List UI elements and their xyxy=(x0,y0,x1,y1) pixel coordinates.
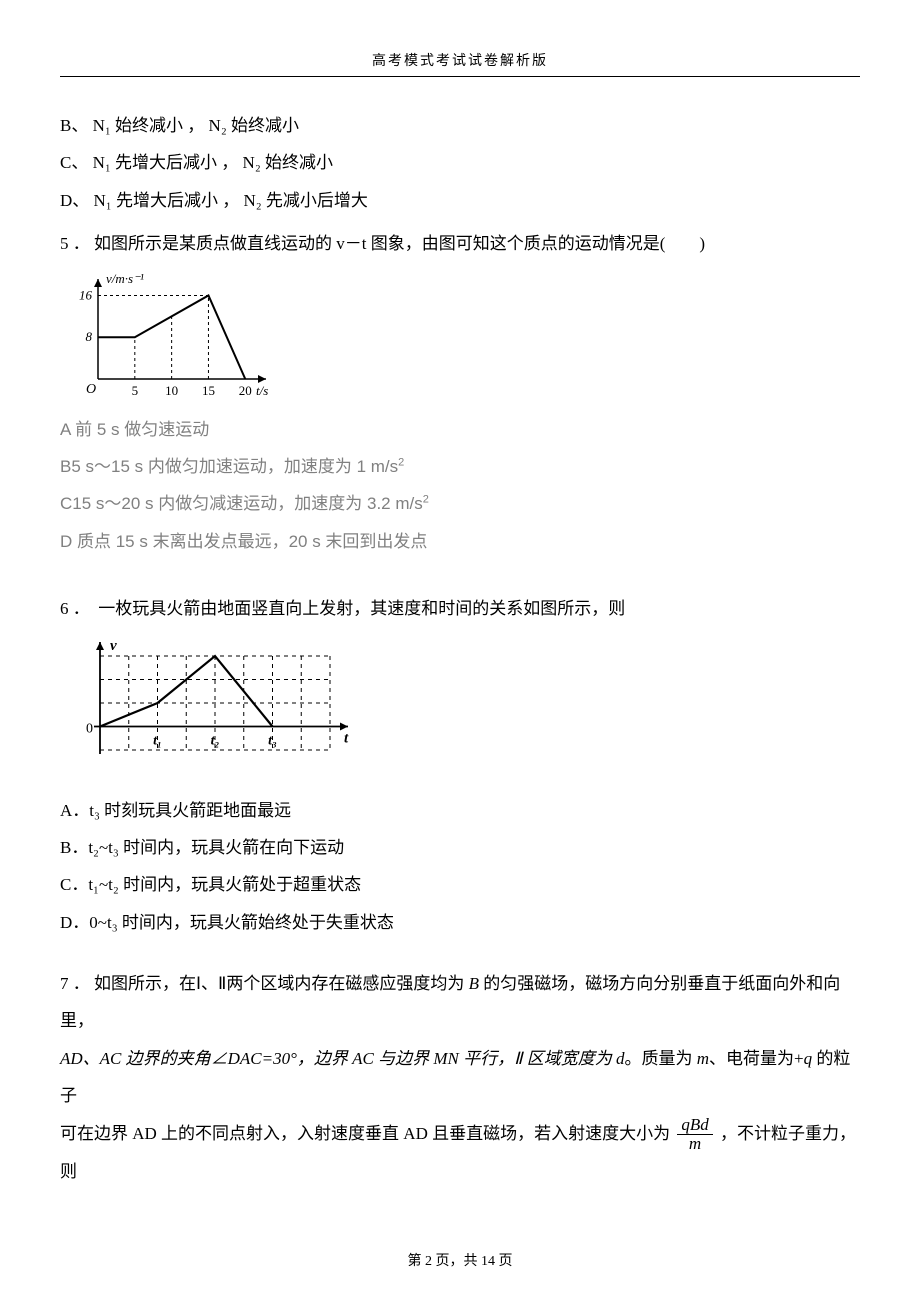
svg-text:t/s: t/s xyxy=(256,383,268,398)
q5-option-c-sup: 2 xyxy=(423,494,429,506)
svg-text:10: 10 xyxy=(165,383,178,398)
svg-text:v/m·s⁻¹: v/m·s⁻¹ xyxy=(106,271,144,286)
svg-text:O: O xyxy=(86,382,96,397)
q7-m: m xyxy=(697,1049,709,1068)
q7-p5: 、电荷量为+ xyxy=(709,1049,804,1068)
q7-B: B xyxy=(469,974,479,993)
svg-text:t₃: t₃ xyxy=(268,733,277,748)
q5-option-a: A 前 5 s 做匀速运动 xyxy=(60,411,860,448)
q7-line3: 可在边界 AD 上的不同点射入，入射速度垂直 AD 且垂直磁场，若入射速度大小为… xyxy=(60,1115,860,1191)
q5-option-b-text: B5 s～15 s 内做匀加速运动，加速度为 1 m/s xyxy=(60,457,398,476)
svg-text:8: 8 xyxy=(86,329,93,344)
svg-text:16: 16 xyxy=(79,287,93,302)
prev-option-b: B、 N₁ 始终减小 ， N₂ 始终减小 xyxy=(60,107,860,144)
q7-line2: AD、AC 边界的夹角∠DAC=30°，边界 AC 与边界 MN 平行，Ⅱ 区域… xyxy=(60,1040,860,1115)
q7-p3: AD、AC 边界的夹角∠DAC=30°，边界 AC 与边界 MN 平行，Ⅱ 区域… xyxy=(60,1049,616,1068)
q6-stem: 6 ． 一枚玩具火箭由地面竖直向上发射，其速度和时间的关系如图所示，则 xyxy=(60,590,860,627)
q7-p7: 可在边界 AD 上的不同点射入，入射速度垂直 AD 且垂直磁场，若入射速度大小为 xyxy=(60,1124,674,1143)
q7-frac-den: m xyxy=(677,1135,712,1153)
header-rule xyxy=(60,76,860,77)
prev-option-c: C、 N₁ 先增大后减小 ， N₂ 始终减小 xyxy=(60,144,860,181)
page-footer: 第 2 页，共 14 页 xyxy=(60,1250,860,1270)
prev-option-d: D、 N₁ 先增大后减小 ， N₂ 先减小后增大 xyxy=(60,182,860,219)
q7-fraction: qBd m xyxy=(677,1116,712,1153)
q5-option-d: D 质点 15 s 末离出发点最远，20 s 末回到出发点 xyxy=(60,523,860,560)
svg-text:t: t xyxy=(344,730,349,746)
page-header-title: 高考模式考试试卷解析版 xyxy=(60,50,860,70)
q7-q: q xyxy=(804,1049,813,1068)
svg-text:15: 15 xyxy=(202,383,215,398)
q6-option-b: B．t₂~t₃ 时间内，玩具火箭在向下运动 xyxy=(60,829,860,866)
q5-option-c-text: C15 s～20 s 内做匀减速运动，加速度为 3.2 m/s xyxy=(60,494,423,513)
q7-p1: 7 ． 如图所示，在Ⅰ、Ⅱ两个区域内存在磁感应强度均为 xyxy=(60,974,469,993)
q6-chart: v t 0 t₁ t₂ t₃ xyxy=(60,640,860,780)
q7-line1: 7 ． 如图所示，在Ⅰ、Ⅱ两个区域内存在磁感应强度均为 B 的匀强磁场，磁场方向… xyxy=(60,965,860,1040)
q5-stem: 5 ． 如图所示是某质点做直线运动的 v－t 图象，由图可知这个质点的运动情况是… xyxy=(60,225,860,262)
svg-text:20: 20 xyxy=(239,383,252,398)
q6-option-d: D．0~t₃ 时间内，玩具火箭始终处于失重状态 xyxy=(60,904,860,941)
q6-option-c: C．t₁~t₂ 时间内，玩具火箭处于超重状态 xyxy=(60,866,860,903)
svg-text:v: v xyxy=(110,640,117,654)
q5-chart: 8 16 5 10 15 20 Ov/m·s⁻¹ t/s xyxy=(60,267,860,407)
svg-text:t₂: t₂ xyxy=(211,733,220,748)
q7-frac-num: qBd xyxy=(677,1116,712,1135)
q6-option-a: A．t₃ 时刻玩具火箭距地面最远 xyxy=(60,792,860,829)
q7-p4: 。质量为 xyxy=(625,1049,697,1068)
svg-text:0: 0 xyxy=(86,721,93,736)
q5-option-c: C15 s～20 s 内做匀减速运动，加速度为 3.2 m/s2 xyxy=(60,485,860,522)
svg-text:t₁: t₁ xyxy=(153,733,162,748)
svg-text:5: 5 xyxy=(132,383,139,398)
q7-d: d xyxy=(616,1049,625,1068)
q5-option-b: B5 s～15 s 内做匀加速运动，加速度为 1 m/s2 xyxy=(60,448,860,485)
q5-option-b-sup: 2 xyxy=(398,456,404,468)
